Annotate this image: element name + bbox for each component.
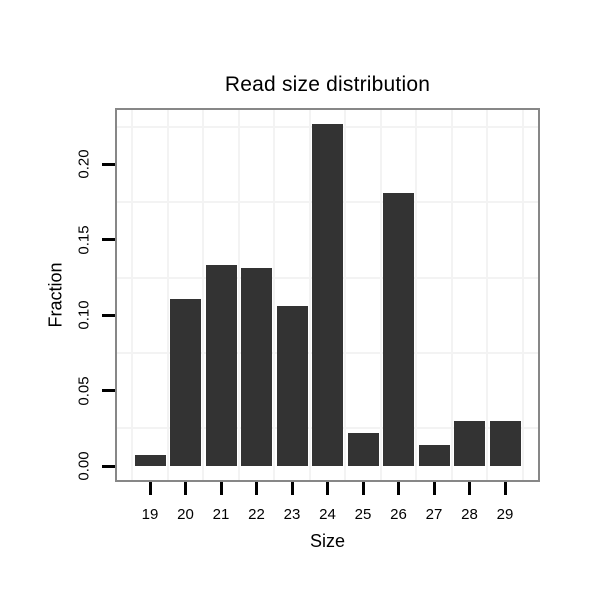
x-tick-label-26: 26 xyxy=(390,506,407,523)
bar-29 xyxy=(489,420,521,466)
gridline-vertical xyxy=(415,110,418,480)
x-tick-21 xyxy=(219,482,223,495)
x-tick-26 xyxy=(397,482,400,495)
x-tick-label-22: 22 xyxy=(248,506,265,523)
x-axis-title: Size xyxy=(309,531,345,551)
bar-25 xyxy=(347,432,379,466)
y-tick-0.10 xyxy=(102,313,115,317)
bar-19 xyxy=(134,455,166,466)
x-tick-20 xyxy=(184,482,187,495)
y-tick-label-0.20: 0.20 xyxy=(75,149,93,179)
x-tick-28 xyxy=(468,482,471,495)
bar-24 xyxy=(312,123,343,466)
gridline-vertical xyxy=(344,110,347,480)
x-tick-label-29: 29 xyxy=(496,506,514,523)
gridline-vertical xyxy=(521,110,524,480)
x-tick-24 xyxy=(326,482,329,495)
x-tick-22 xyxy=(255,482,258,495)
x-tick-label-25: 25 xyxy=(354,506,372,523)
gridline-vertical xyxy=(486,110,489,480)
x-tick-label-28: 28 xyxy=(461,506,478,523)
gridline-vertical xyxy=(450,110,453,480)
x-tick-label-24: 24 xyxy=(319,506,336,523)
bar-20 xyxy=(170,298,201,466)
x-tick-27 xyxy=(432,482,436,495)
gridline-vertical xyxy=(308,110,311,480)
bar-21 xyxy=(205,265,237,466)
y-tick-label-0.15: 0.15 xyxy=(75,225,93,255)
x-tick-19 xyxy=(148,482,152,495)
gridline-vertical xyxy=(202,110,205,480)
x-tick-label-19: 19 xyxy=(141,506,159,523)
bar-22 xyxy=(241,268,272,466)
x-tick-label-23: 23 xyxy=(283,506,301,523)
chart-title: Read size distribution xyxy=(224,73,431,96)
x-tick-label-27: 27 xyxy=(425,506,443,523)
gridline-vertical xyxy=(379,110,382,480)
x-tick-29 xyxy=(503,482,507,495)
bar-26 xyxy=(383,193,414,466)
y-tick-label-0.00: 0.00 xyxy=(75,451,93,481)
gridline-vertical xyxy=(166,110,169,480)
x-tick-23 xyxy=(290,482,294,495)
y-tick-label-0.10: 0.10 xyxy=(75,300,93,330)
x-tick-label-21: 21 xyxy=(212,506,230,523)
gridline-vertical xyxy=(237,110,240,480)
y-tick-0.00 xyxy=(102,464,115,468)
bar-28 xyxy=(454,420,485,466)
y-tick-label-0.05: 0.05 xyxy=(75,375,93,406)
x-tick-25 xyxy=(361,482,365,495)
y-tick-0.05 xyxy=(102,389,115,393)
y-tick-0.15 xyxy=(102,238,115,242)
gridline-vertical xyxy=(131,110,134,480)
x-tick-label-20: 20 xyxy=(177,506,194,523)
y-tick-0.20 xyxy=(102,162,115,166)
plot-panel xyxy=(115,108,540,482)
y-axis-title: Fraction xyxy=(45,262,66,328)
gridline-vertical xyxy=(273,110,276,480)
bar-27 xyxy=(418,444,450,466)
bar-23 xyxy=(276,306,308,466)
